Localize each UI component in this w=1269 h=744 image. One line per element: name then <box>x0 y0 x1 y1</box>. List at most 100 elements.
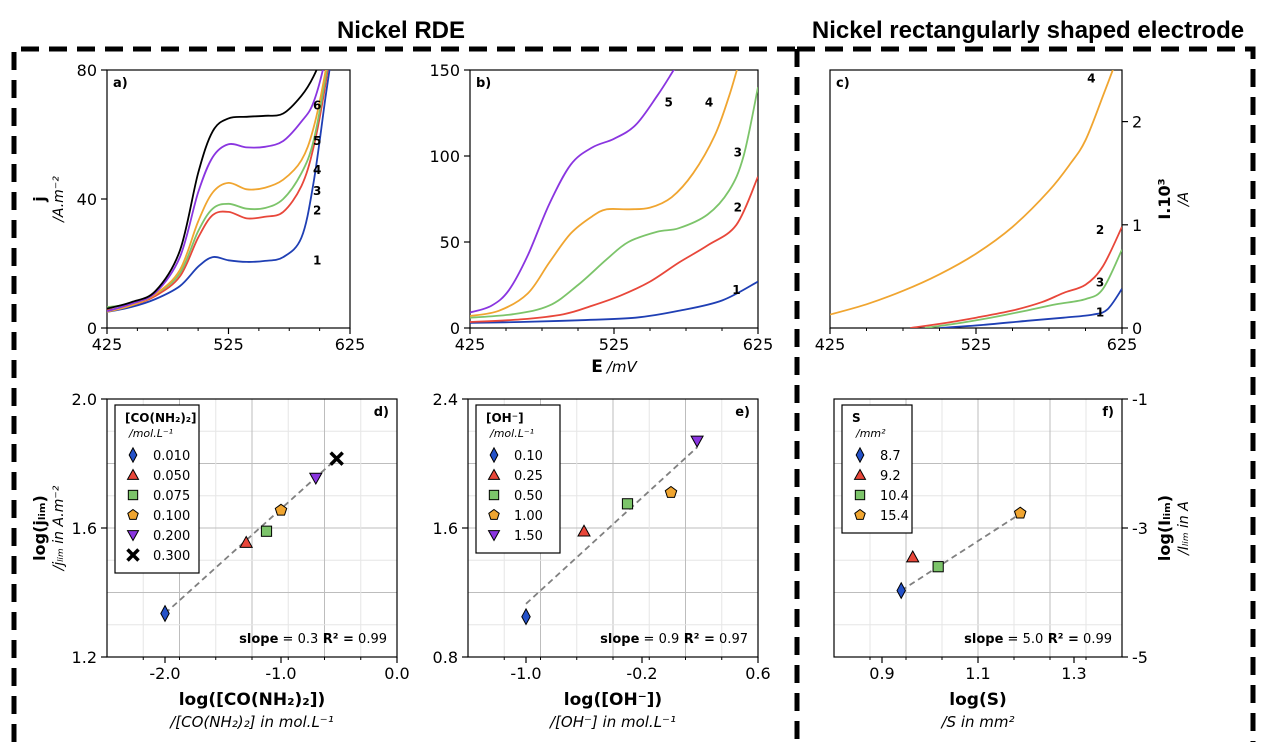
panel-label: c) <box>836 76 850 91</box>
panel-label: f) <box>1102 405 1114 420</box>
x-axis-unit: /S in mm² <box>939 713 1014 731</box>
curve-label-1: 1 <box>1096 306 1104 320</box>
y-axis-unit: /jₗᵢₘ in A.m⁻² <box>51 485 67 572</box>
dashed-frames <box>11 46 1256 742</box>
series-line-3 <box>924 249 1122 328</box>
annotation-slope-label: slope <box>239 632 278 647</box>
data-point-1.00 <box>664 485 678 498</box>
axes-frame <box>829 69 1123 329</box>
legend-box <box>841 404 913 534</box>
series-line-4 <box>107 70 327 313</box>
curve-label-3: 3 <box>313 184 321 198</box>
x-tick-label: 525 <box>599 335 630 354</box>
curve-label-5: 5 <box>665 96 673 110</box>
legend-label-0.050: 0.050 <box>153 469 190 484</box>
panel-d: -2.0 -1.0 0.0 1.2 1.6 2.0 d) [CO(NH₂)₂] /mol.L⁻¹… <box>30 390 410 731</box>
annotation-slope-label: slope <box>964 632 1003 647</box>
y-axis-title: j <box>30 196 49 202</box>
x-axis-title: log(S) <box>949 690 1006 710</box>
annotation-r2-label: R² = <box>1043 632 1079 647</box>
frame-left <box>11 46 797 742</box>
legend-marker-0.50 <box>488 489 500 501</box>
legend-label-1.00: 1.00 <box>514 509 543 524</box>
legend-label-0.300: 0.300 <box>153 549 190 564</box>
legend-box <box>114 404 200 574</box>
y-tick-label: 0 <box>450 319 460 338</box>
panel-f: 0.9 1.1 1.3 -5 -3 -1 f) S/mm² 8.7 9.2 10.4 15.4 slop… <box>833 390 1192 731</box>
x-axis-unit: /mV <box>605 358 639 376</box>
series-line-1 <box>107 70 331 313</box>
curve-label-2: 2 <box>1096 223 1104 237</box>
x-tick-label: 0.9 <box>869 664 894 683</box>
curve-label-1: 1 <box>732 283 740 297</box>
frame-right <box>797 46 1256 742</box>
y-tick-label: 1.6 <box>433 519 458 538</box>
panel-e: -1.0 -0.2 0.6 0.8 1.6 2.4 e) [OH⁻] /mol.L⁻¹ 0.10 0… <box>433 390 771 731</box>
y-tick-label: -1 <box>1132 390 1148 409</box>
legend-marker-0.25 <box>487 468 501 480</box>
data-point-0.075 <box>260 525 273 537</box>
y-tick-label: 40 <box>77 190 97 209</box>
annotation-r2-label: R² = <box>679 632 715 647</box>
annotation-slope-label: slope <box>600 632 639 647</box>
curve-label-4: 4 <box>705 96 713 110</box>
series-group <box>830 70 1122 328</box>
y-tick-label: 80 <box>77 61 97 80</box>
x-tick-label: -2.0 <box>149 664 180 683</box>
legend-label-0.25: 0.25 <box>514 469 543 484</box>
y-tick-label: 1.2 <box>72 648 97 667</box>
series-line-1 <box>939 288 1122 328</box>
y-tick-label: 0 <box>1132 319 1142 338</box>
legend-label-0.50: 0.50 <box>514 489 543 504</box>
x-tick-label: 425 <box>92 335 123 354</box>
legend-marker-8.7 <box>855 446 865 464</box>
y-tick-label: 2.0 <box>72 390 97 409</box>
y-axis-unit: /A <box>1176 192 1192 208</box>
legend-marker-1.00 <box>488 508 500 520</box>
x-tick-label: 1.1 <box>965 664 990 683</box>
x-axis-unit: /[CO(NH₂)₂] in mol.L⁻¹ <box>168 713 334 731</box>
legend: [OH⁻] /mol.L⁻¹ 0.10 0.25 0.50 1.00 1.50 <box>475 404 561 554</box>
fit-annotation: slope = 0.3 R² = 0.99 <box>239 632 387 647</box>
x-axis-main: E <box>591 357 603 377</box>
x-tick-label: 425 <box>455 335 486 354</box>
y-tick-label: 2.4 <box>433 390 458 409</box>
fit-line <box>164 457 338 615</box>
legend-label-9.2: 9.2 <box>880 469 901 484</box>
annotation-r2-value: 0.99 <box>354 632 387 647</box>
legend-title: [CO(NH₂)₂] <box>125 411 197 425</box>
x-tick-label: -1.0 <box>265 664 296 683</box>
legend-marker-1.50 <box>487 530 501 542</box>
legend: S/mm² 8.7 9.2 10.4 15.4 <box>841 404 913 534</box>
curve-label-6: 6 <box>313 98 321 112</box>
x-tick-label: -1.0 <box>510 664 541 683</box>
curve-label-3: 3 <box>1096 276 1104 290</box>
curve-label-3: 3 <box>734 146 742 160</box>
annotation-r2-value: 0.97 <box>715 632 748 647</box>
y-tick-label: 0.8 <box>433 648 458 667</box>
series-line-4 <box>830 70 1114 316</box>
annotation-r2-value: 0.99 <box>1079 632 1112 647</box>
panel-b: 425 525 625 0 50 100 150 b) 1 2 3 4 5 E/mV <box>429 61 774 377</box>
header-nickel-rect-electrode: Nickel rectangularly shaped electrode <box>812 17 1244 44</box>
annotation-slope-value: = 5.0 <box>1003 632 1043 647</box>
fit-annotation: slope = 5.0 R² = 0.99 <box>964 632 1112 647</box>
curve-label-4: 4 <box>1087 71 1095 85</box>
x-axis-title: log([OH⁻]) <box>564 690 662 710</box>
legend-label-0.10: 0.10 <box>514 449 543 464</box>
series-line-3 <box>470 87 758 319</box>
x-tick-label: -0.2 <box>626 664 657 683</box>
legend-marker-0.100 <box>127 508 139 520</box>
legend-label-15.4: 15.4 <box>880 509 909 524</box>
panel-label: b) <box>476 76 491 91</box>
y-axis-unit: /Iₗᵢₘ in A <box>1176 501 1192 557</box>
series-line-2 <box>470 176 758 323</box>
x-tick-label: 625 <box>743 335 774 354</box>
curve-label-1: 1 <box>313 253 321 267</box>
x-tick-label: 525 <box>213 335 244 354</box>
legend-marker-0.300-stroke <box>126 548 140 562</box>
series-line-2 <box>910 226 1122 328</box>
series-line-1 <box>470 280 758 324</box>
legend-marker-0.050 <box>126 468 140 480</box>
